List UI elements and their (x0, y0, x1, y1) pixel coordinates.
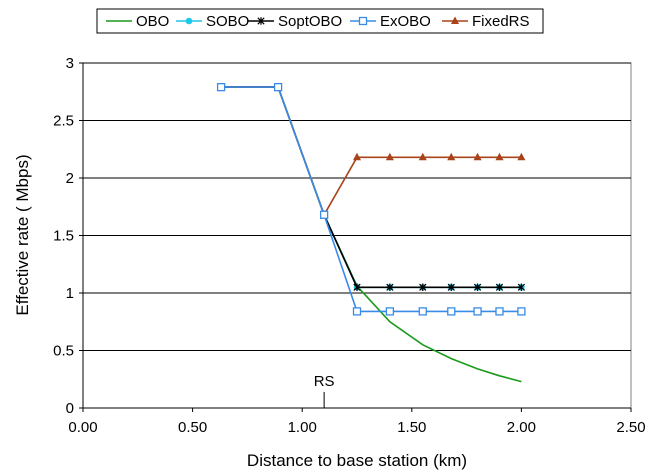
y-tick-label: 0.5 (53, 343, 74, 360)
data-point (473, 307, 482, 316)
data-point (216, 83, 226, 92)
legend-box (96, 8, 544, 34)
legend-item-obo: OBO (106, 13, 169, 30)
data-point (473, 152, 482, 161)
data-point (385, 307, 395, 316)
axes: 0 0.5 1 1.5 2 2.5 3 0.00 0.50 1.00 1.50 2.00 2.50 (53, 55, 645, 436)
x-tick-label: 2.50 (616, 419, 645, 436)
data-point (353, 283, 361, 292)
y-tick-label: 1 (66, 285, 74, 302)
y-tick-label: 0 (66, 400, 74, 417)
legend-label: SOBO (206, 13, 249, 30)
data-point (352, 152, 362, 161)
data-point (418, 152, 427, 161)
data-point (495, 152, 504, 161)
data-point (447, 307, 456, 316)
legend-item-sobo: SOBO (176, 13, 249, 30)
data-point (473, 283, 482, 292)
data-point (358, 16, 368, 26)
legend-label: FixedRS (472, 13, 530, 30)
x-tick-label: 2.00 (507, 419, 536, 436)
series-exobo (216, 83, 526, 316)
legend: OBO SOBO SoptOBO ExOBO FixedRS (96, 8, 544, 34)
gridlines (83, 62, 631, 351)
data-point (385, 152, 394, 161)
x-tick-label: 1.00 (288, 419, 317, 436)
data-point (495, 307, 504, 316)
series-line (221, 86, 522, 313)
data-point (495, 283, 504, 292)
legend-label: SoptOBO (278, 13, 342, 30)
data-point (419, 283, 427, 292)
legend-label: OBO (136, 13, 169, 30)
data-point (517, 152, 526, 161)
data-point (517, 283, 526, 292)
legend-item-exobo: ExOBO (350, 13, 431, 30)
x-tick-label: 1.50 (397, 419, 426, 436)
y-axis-title: Effective rate ( Mbps) (13, 154, 32, 315)
x-tick-label: 0.00 (68, 419, 97, 436)
data-point (418, 307, 427, 316)
data-point (273, 83, 283, 92)
legend-item-fixedrs: FixedRS (442, 13, 530, 30)
data-point (447, 283, 455, 292)
legend-item-soptobo: SoptOBO (248, 13, 342, 30)
data-point (447, 152, 456, 161)
rs-label: RS (314, 373, 335, 390)
x-axis-title: Distance to base station (km) (247, 451, 467, 470)
x-tick-label: 0.50 (178, 419, 207, 436)
y-tick-label: 3 (66, 55, 74, 72)
data-point (257, 17, 265, 25)
data-point (450, 16, 460, 24)
data-point (319, 210, 329, 219)
series-group (216, 82, 526, 383)
y-tick-label: 2.5 (53, 113, 74, 130)
data-point (517, 307, 526, 316)
data-point (185, 17, 193, 25)
annotation: RS (314, 373, 335, 408)
legend-label: ExOBO (380, 13, 431, 30)
data-point (386, 283, 394, 292)
data-point (352, 307, 362, 316)
y-tick-label: 2 (66, 170, 74, 187)
y-tick-label: 1.5 (53, 228, 74, 245)
